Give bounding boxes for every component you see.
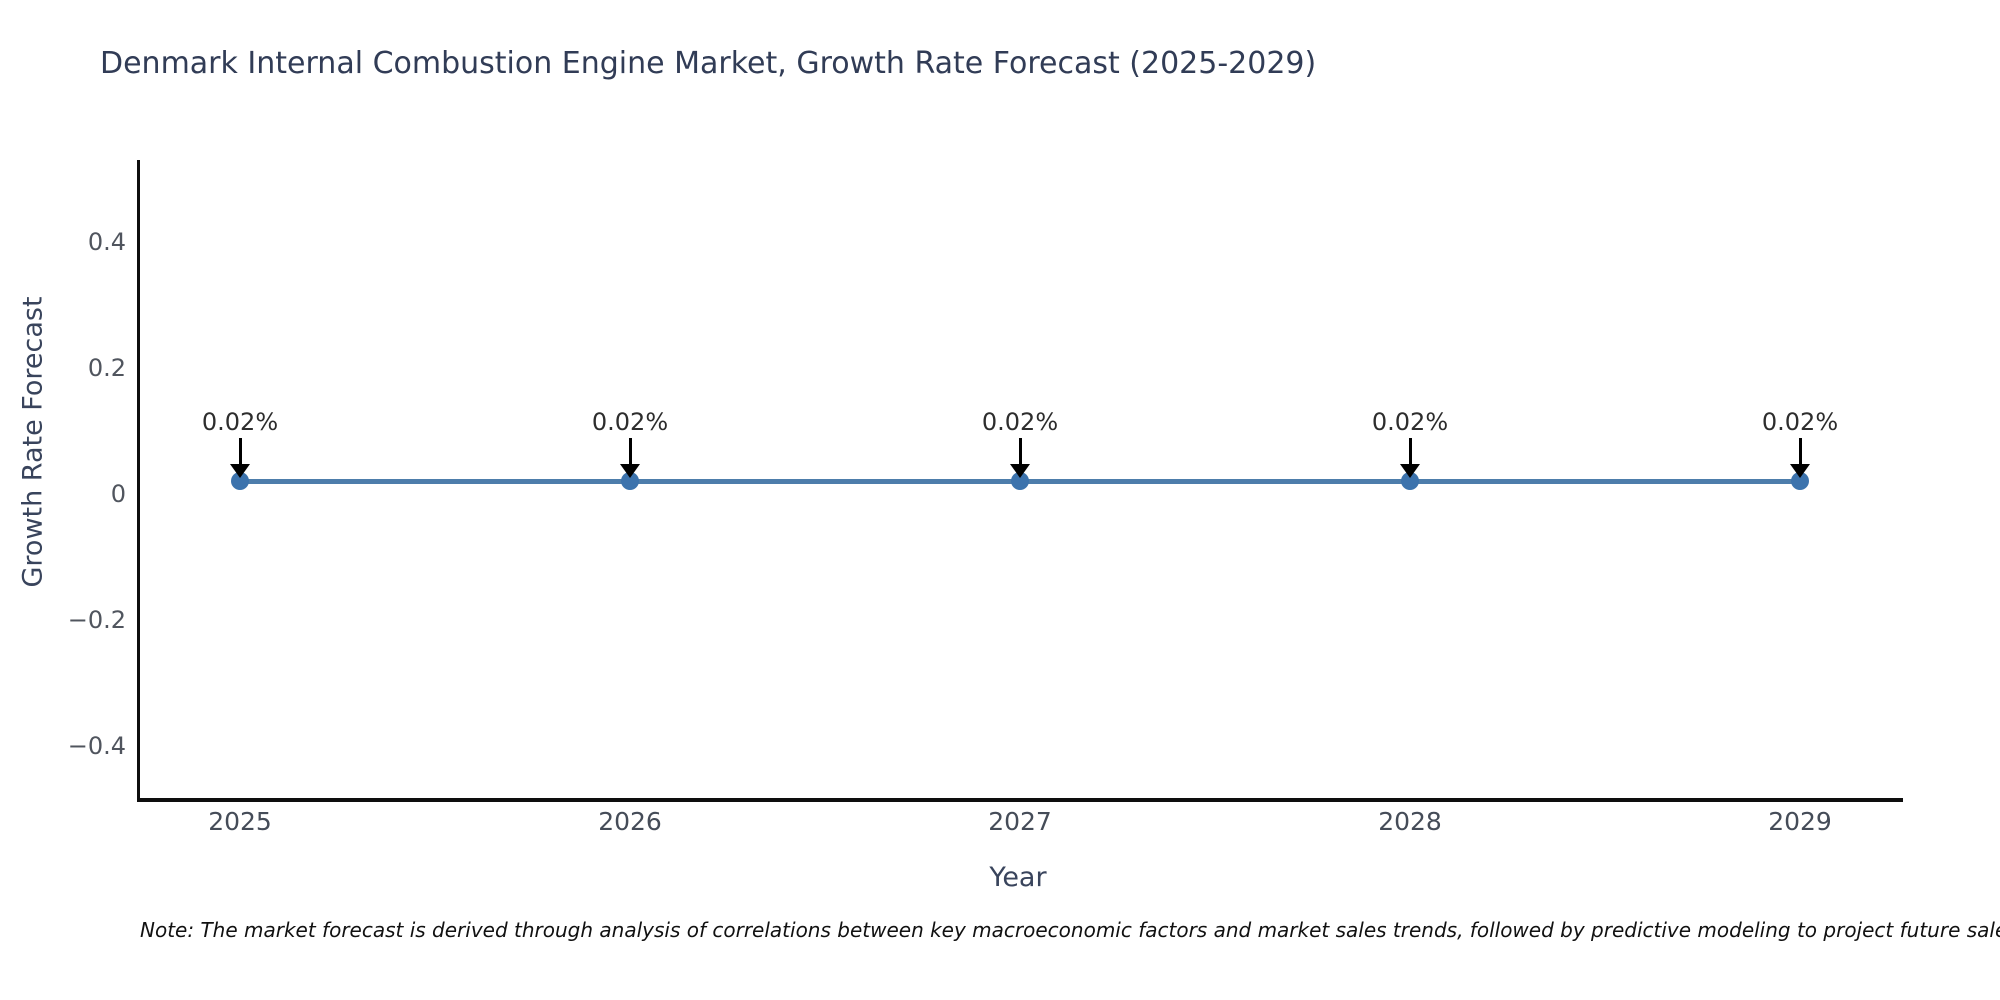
x-tick-label: 2026 — [598, 807, 662, 836]
y-tick-label: 0.4 — [87, 228, 126, 256]
y-tick-label: −0.2 — [67, 606, 126, 634]
x-tick-label: 2028 — [1378, 807, 1442, 836]
x-axis-label: Year — [989, 862, 1047, 893]
annotation-arrow-stem — [1408, 438, 1412, 465]
point-annotation-label: 0.02% — [201, 408, 279, 436]
point-annotation-label: 0.02% — [981, 408, 1059, 436]
point-annotation-label: 0.02% — [591, 408, 669, 436]
x-axis-line — [137, 798, 1903, 802]
x-tick-label: 2027 — [988, 807, 1052, 836]
chart-title: Denmark Internal Combustion Engine Marke… — [100, 46, 1317, 81]
annotation-arrow-head-icon — [1790, 464, 1810, 478]
annotation-arrow-stem — [1018, 438, 1022, 465]
annotation-arrow-stem — [238, 438, 242, 465]
annotation-arrow-head-icon — [1400, 464, 1420, 478]
x-tick-label: 2029 — [1768, 807, 1832, 836]
y-tick-label: 0 — [110, 480, 126, 508]
y-tick-label: −0.4 — [67, 732, 126, 760]
annotation-arrow-head-icon — [620, 464, 640, 478]
x-tick-label: 2025 — [208, 807, 272, 836]
y-axis-line — [137, 160, 140, 802]
annotation-arrow-head-icon — [1010, 464, 1030, 478]
annotation-arrow-stem — [628, 438, 632, 465]
note-text: Note: The market forecast is derived thr… — [140, 918, 2000, 942]
y-tick-label: 0.2 — [87, 354, 126, 382]
annotation-arrow-stem — [1798, 438, 1802, 465]
annotation-arrow-head-icon — [230, 464, 250, 478]
y-axis-label: Growth Rate Forecast — [17, 296, 49, 588]
point-annotation-label: 0.02% — [1761, 408, 1839, 436]
point-annotation-label: 0.02% — [1371, 408, 1449, 436]
